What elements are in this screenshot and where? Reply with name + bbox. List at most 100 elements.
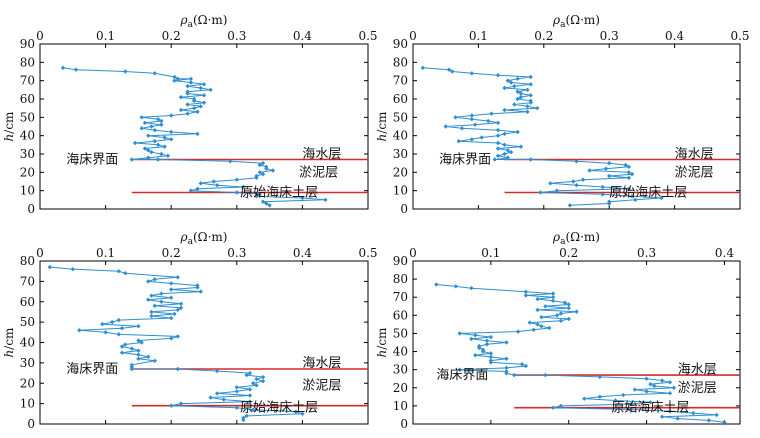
data-point [558,311,564,316]
data-point [469,113,475,118]
data-point [515,96,520,102]
data-point [172,78,177,83]
data-point [175,275,180,280]
data-point [195,109,200,115]
data-point [629,171,635,177]
y-tick-label: 20 [20,165,35,179]
layer-annotation: 海水层 [675,147,714,162]
data-point [600,192,605,197]
data-point [626,186,632,192]
data-point [659,195,664,201]
y-tick-label: 40 [20,336,35,350]
data-point [159,122,164,127]
y-tick-label: 70 [393,74,408,88]
data-point [116,332,121,337]
data-point [626,170,632,175]
data-point [175,366,180,372]
x-tick-label: 0 [36,246,44,260]
x-tick-label: 0.4 [665,29,684,43]
data-point [191,105,197,111]
data-point [162,144,167,149]
data-point [502,85,507,91]
data-point [512,102,517,107]
data-point [523,363,529,369]
data-point [539,314,544,320]
data-point [241,417,246,423]
data-point [188,80,194,85]
data-point [195,186,200,192]
data-point [587,168,592,173]
data-point [495,140,501,146]
data-point [574,159,579,164]
data-point [479,135,484,140]
y-tick-label: 80 [20,55,35,69]
data-point [191,98,197,104]
layer-annotation: 海床界面 [436,368,488,383]
data-point [488,351,494,356]
y-tick-label: 20 [20,376,35,390]
y-axis-title: h/cm [2,111,16,141]
data-point [469,116,475,122]
data-point [508,80,514,85]
x-tick-label: 0.2 [559,246,578,260]
data-point [169,295,174,300]
data-point [323,197,328,203]
layer-annotation: 海床界面 [66,362,118,377]
data-point [155,116,161,122]
data-point [571,179,576,184]
data-point [671,385,677,390]
data-point [543,372,548,378]
data-point [632,387,638,392]
data-point [169,315,174,321]
data-point [488,354,494,360]
x-tick-label: 0.5 [358,246,377,260]
y-tick-label: 0 [27,417,35,431]
plot-frame [39,260,369,425]
y-tick-label: 80 [393,55,408,69]
data-point [502,131,507,137]
data-point [116,317,121,323]
data-point [169,336,174,341]
data-point [152,303,157,309]
data-point [103,330,108,335]
data-point [525,87,530,93]
data-point [119,326,125,331]
data-point [169,113,174,118]
data-point [201,100,207,105]
data-point [264,201,269,206]
data-point [495,127,501,133]
data-point [456,138,461,144]
data-point [502,107,507,113]
data-point [457,367,462,372]
data-point [172,74,177,80]
data-point [597,374,603,380]
data-point [70,266,75,272]
chart-panel-2: 0 0.1 0.2 0.3 0.4 0.5 0 10 20 30 40 50 60 70 80 90 ρa(Ω·… [375,13,750,216]
data-point [211,179,217,184]
data-point [178,401,184,406]
data-point [185,91,190,96]
data-point [254,376,259,382]
data-point [504,365,509,371]
x-tick-label: 0.5 [358,29,377,43]
data-point [528,157,533,162]
data-point [139,115,144,120]
data-point [547,325,552,331]
data-point [254,193,259,199]
data-point [241,184,246,190]
data-point [260,160,266,166]
y-axis-title: h/cm [2,327,16,357]
data-point [214,182,220,188]
layer-annotation: 原始海床土层 [240,186,318,201]
data-point [659,414,665,419]
x-tick-label: 0.3 [227,29,246,43]
data-point [155,142,161,148]
data-point [132,140,138,146]
data-point [480,349,486,354]
data-point [457,331,462,336]
y-tick-label: 0 [400,202,408,216]
data-point [518,94,524,100]
data-point [136,356,141,361]
data-point [149,149,154,155]
data-point [450,69,455,74]
